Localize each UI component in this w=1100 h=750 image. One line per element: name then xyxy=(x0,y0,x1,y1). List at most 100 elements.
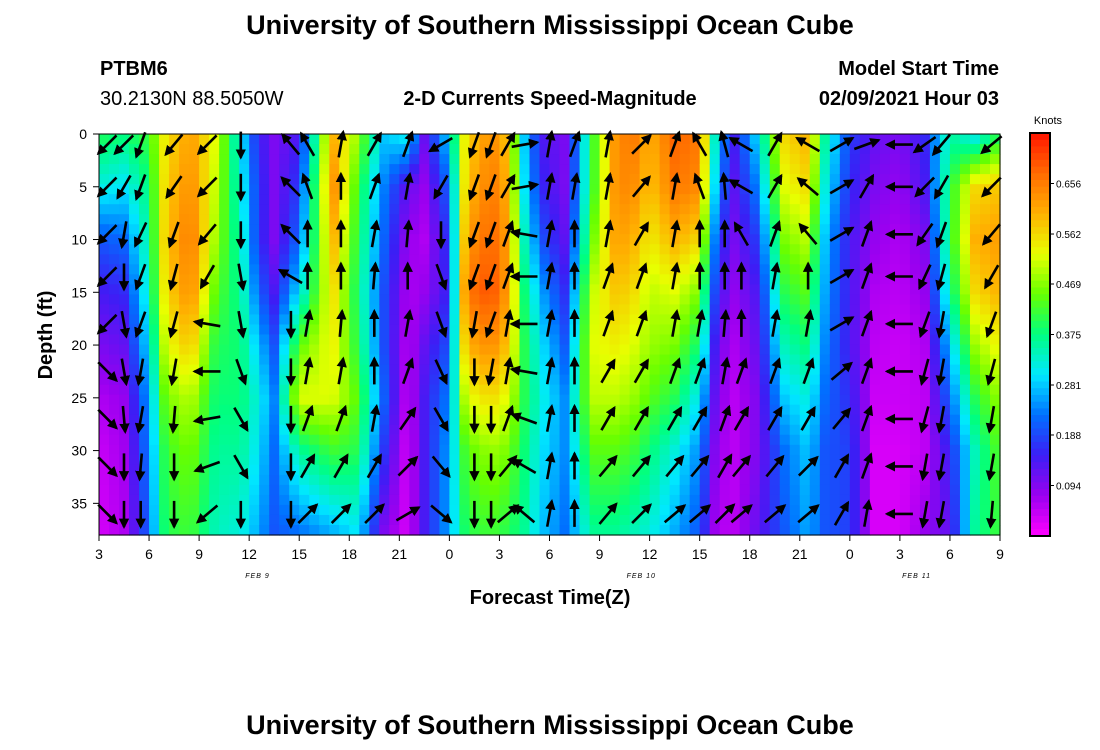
heatmap-cell xyxy=(259,334,270,346)
heatmap-cell xyxy=(459,134,471,145)
heatmap-cell xyxy=(299,324,310,336)
heatmap-cell xyxy=(189,194,200,205)
heatmap-cell xyxy=(789,374,801,386)
heatmap-cell xyxy=(569,244,581,255)
heatmap-cell xyxy=(459,524,471,536)
heatmap-cell xyxy=(469,224,481,235)
heatmap-cell xyxy=(989,144,1001,155)
heatmap-cell xyxy=(579,424,591,436)
heatmap-cell xyxy=(629,484,641,496)
heatmap-cell xyxy=(239,364,250,376)
heatmap-cell xyxy=(239,214,250,225)
model-start-value: 02/09/2021 Hour 03 xyxy=(819,88,999,110)
heatmap-cell xyxy=(649,434,661,446)
heatmap-cell xyxy=(289,194,300,205)
current-arrow xyxy=(192,318,221,329)
heatmap-cell xyxy=(99,404,110,416)
current-arrow xyxy=(96,266,118,288)
heatmap-cell xyxy=(649,264,661,275)
heatmap-cell xyxy=(559,214,571,225)
heatmap-cell xyxy=(839,494,851,506)
heatmap-cell xyxy=(499,444,511,456)
heatmap-cell xyxy=(399,494,410,506)
heatmap-cell xyxy=(199,374,210,386)
heatmap-cell xyxy=(969,424,981,436)
heatmap-cell xyxy=(779,454,791,466)
heatmap-cell xyxy=(949,154,961,165)
heatmap-cell xyxy=(409,354,420,366)
heatmap-cell xyxy=(449,494,460,506)
heatmap-cell xyxy=(919,144,931,155)
heatmap-cell xyxy=(519,264,531,275)
heatmap-cell xyxy=(479,434,491,446)
heatmap-cell xyxy=(959,184,971,195)
heatmap-cell xyxy=(809,284,821,296)
heatmap-cell xyxy=(649,214,661,225)
heatmap-cell xyxy=(239,504,250,516)
heatmap-cell xyxy=(169,384,180,396)
heatmap-cell xyxy=(159,304,170,316)
heatmap-cell xyxy=(269,174,280,185)
heatmap-cell xyxy=(819,194,831,205)
heatmap-cell xyxy=(759,464,771,476)
heatmap-cell xyxy=(449,504,460,516)
heatmap-cell xyxy=(189,334,200,346)
colorbar-swatch xyxy=(1030,368,1050,376)
heatmap-cell xyxy=(539,314,551,326)
heatmap-cell xyxy=(459,514,471,526)
current-arrow xyxy=(545,404,556,432)
heatmap-cell xyxy=(209,294,220,306)
heatmap-cell xyxy=(379,434,390,446)
heatmap-cell xyxy=(249,284,260,296)
heatmap-cell xyxy=(889,494,901,506)
heatmap-cell xyxy=(849,344,861,356)
heatmap-cell xyxy=(489,504,501,516)
heatmap-cell xyxy=(249,134,260,145)
heatmap-cell xyxy=(99,394,110,406)
heatmap-cell xyxy=(789,484,801,496)
heatmap-cell xyxy=(789,174,801,185)
heatmap-cell xyxy=(359,424,370,436)
current-arrow xyxy=(670,261,681,290)
heatmap-cell xyxy=(579,214,591,225)
current-arrow xyxy=(500,131,516,157)
heatmap-cell xyxy=(529,244,541,255)
heatmap-cell xyxy=(599,414,611,426)
heatmap-cell xyxy=(699,514,711,526)
heatmap-cell xyxy=(489,354,501,366)
heatmap-cell xyxy=(699,294,711,306)
heatmap-cell xyxy=(559,154,571,165)
heatmap-cell xyxy=(539,514,551,526)
heatmap-cell xyxy=(439,294,450,306)
heatmap-cell xyxy=(929,504,941,516)
heatmap-cell xyxy=(659,274,671,285)
heatmap-cell xyxy=(129,254,140,265)
heatmap-cell xyxy=(839,444,851,456)
heatmap-cell xyxy=(379,404,390,416)
heatmap-cell xyxy=(449,434,460,446)
current-arrow xyxy=(366,131,382,157)
heatmap-cell xyxy=(609,334,621,346)
heatmap-cell xyxy=(939,444,951,456)
current-arrow xyxy=(484,263,497,291)
heatmap-cell xyxy=(349,224,360,235)
heatmap-cell xyxy=(139,224,150,235)
heatmap-cell xyxy=(179,524,190,536)
heatmap-cell xyxy=(429,324,440,336)
heatmap-cell xyxy=(549,144,561,155)
heatmap-cell xyxy=(529,154,541,165)
heatmap-cell xyxy=(909,244,921,255)
heatmap-cell xyxy=(779,304,791,316)
heatmap-cell xyxy=(909,314,921,326)
heatmap-cell xyxy=(729,204,741,215)
heatmap-cell xyxy=(839,394,851,406)
heatmap-cell xyxy=(309,424,320,436)
heatmap-cell xyxy=(519,424,531,436)
heatmap-cell xyxy=(479,224,491,235)
heatmap-cell xyxy=(709,224,721,235)
heatmap-cell xyxy=(749,334,761,346)
heatmap-cell xyxy=(219,474,230,486)
heatmap-cell xyxy=(789,464,801,476)
heatmap-cell xyxy=(159,454,170,466)
current-arrow xyxy=(935,500,946,529)
